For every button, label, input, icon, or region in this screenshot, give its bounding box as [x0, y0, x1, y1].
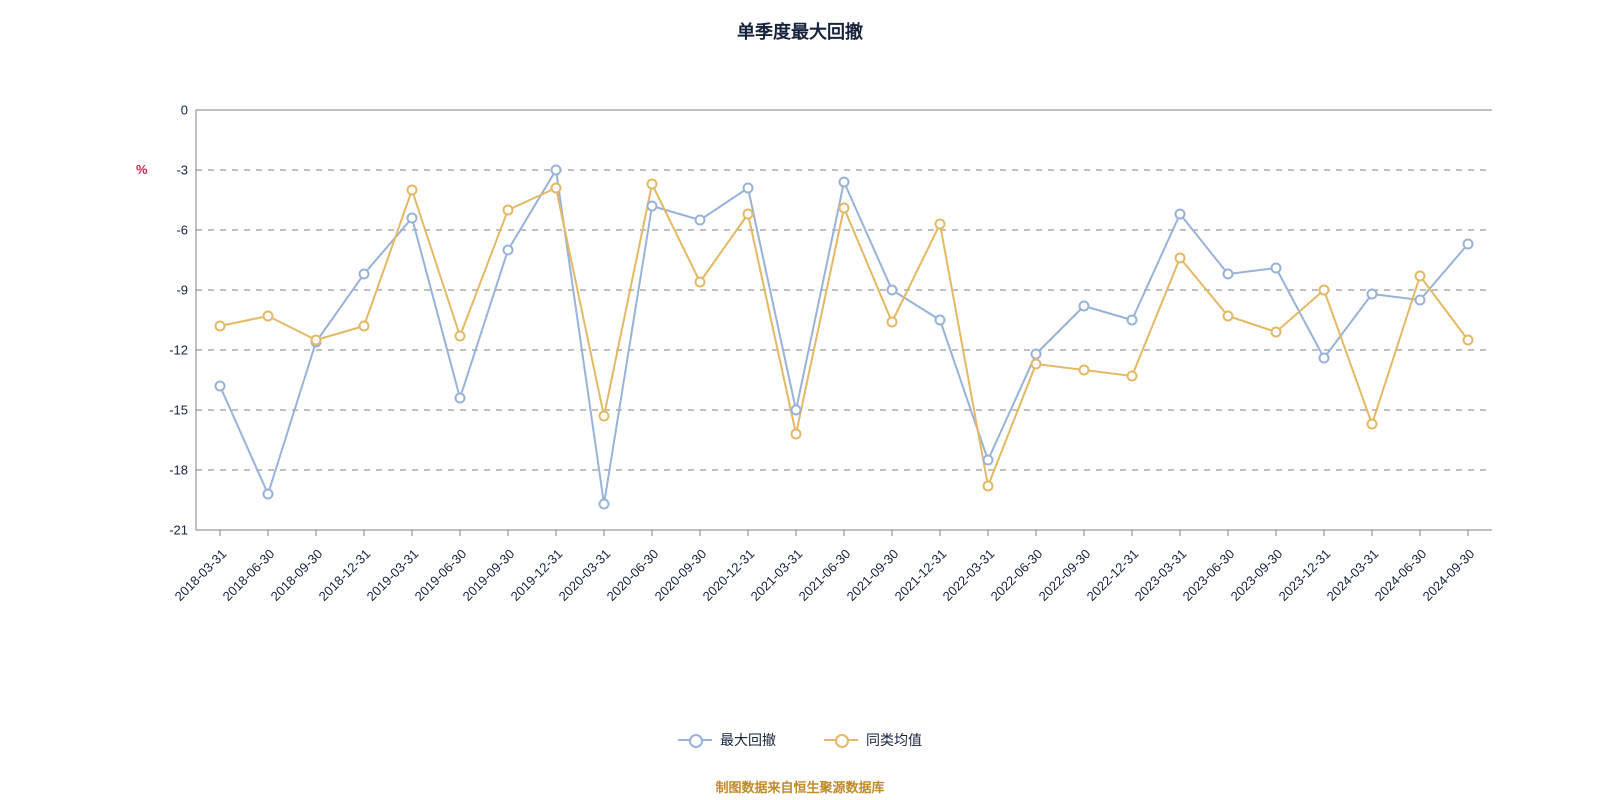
series-marker-0	[1080, 302, 1089, 311]
series-marker-0	[552, 166, 561, 175]
series-marker-1	[552, 184, 561, 193]
y-tick-label: 0	[158, 103, 188, 118]
series-marker-1	[312, 336, 321, 345]
series-marker-0	[984, 456, 993, 465]
series-marker-1	[408, 186, 417, 195]
series-marker-0	[456, 394, 465, 403]
legend-label: 同类均值	[866, 730, 922, 750]
legend-symbol	[678, 733, 712, 747]
series-marker-1	[1080, 366, 1089, 375]
series-marker-0	[648, 202, 657, 211]
series-marker-1	[1128, 372, 1137, 381]
series-marker-1	[360, 322, 369, 331]
series-marker-0	[1224, 270, 1233, 279]
series-marker-1	[888, 318, 897, 327]
series-marker-0	[408, 214, 417, 223]
series-marker-0	[504, 246, 513, 255]
series-marker-1	[984, 482, 993, 491]
series-marker-0	[1272, 264, 1281, 273]
series-marker-1	[1272, 328, 1281, 337]
chart-title: 单季度最大回撤	[0, 18, 1600, 44]
y-tick-label: -15	[158, 403, 188, 418]
y-tick-label: -9	[158, 283, 188, 298]
y-tick-label: -6	[158, 223, 188, 238]
series-marker-1	[456, 332, 465, 341]
series-marker-0	[1416, 296, 1425, 305]
plot-area	[196, 110, 1492, 530]
legend-symbol	[824, 733, 858, 747]
chart-footer-note: 制图数据来自恒生聚源数据库	[0, 777, 1600, 796]
y-tick-label: -12	[158, 343, 188, 358]
series-marker-0	[216, 382, 225, 391]
series-marker-1	[1176, 254, 1185, 263]
series-marker-1	[840, 204, 849, 213]
series-marker-0	[1464, 240, 1473, 249]
series-marker-0	[1320, 354, 1329, 363]
series-line-1	[220, 184, 1468, 486]
series-marker-0	[264, 490, 273, 499]
y-tick-label: -3	[158, 163, 188, 178]
chart-container: 单季度最大回撤 % 0-3-6-9-12-15-18-21 2018-03-31…	[0, 0, 1600, 800]
series-marker-0	[1128, 316, 1137, 325]
series-marker-0	[888, 286, 897, 295]
y-axis-unit-label: %	[136, 162, 148, 177]
legend-item-0[interactable]: 最大回撤	[678, 730, 776, 750]
series-marker-0	[840, 178, 849, 187]
y-tick-label: -18	[158, 463, 188, 478]
series-marker-1	[936, 220, 945, 229]
series-marker-0	[936, 316, 945, 325]
series-marker-0	[744, 184, 753, 193]
series-marker-0	[360, 270, 369, 279]
series-marker-1	[264, 312, 273, 321]
series-marker-1	[744, 210, 753, 219]
series-marker-1	[504, 206, 513, 215]
series-marker-1	[600, 412, 609, 421]
series-marker-0	[696, 216, 705, 225]
y-tick-label: -21	[158, 523, 188, 538]
series-marker-1	[792, 430, 801, 439]
series-marker-1	[1416, 272, 1425, 281]
series-marker-0	[1176, 210, 1185, 219]
legend-label: 最大回撤	[720, 730, 776, 750]
series-marker-1	[1032, 360, 1041, 369]
series-marker-1	[216, 322, 225, 331]
series-marker-0	[792, 406, 801, 415]
series-marker-0	[600, 500, 609, 509]
series-marker-0	[1368, 290, 1377, 299]
series-marker-1	[696, 278, 705, 287]
series-marker-1	[1368, 420, 1377, 429]
legend-item-1[interactable]: 同类均值	[824, 730, 922, 750]
chart-svg	[196, 110, 1492, 538]
series-marker-1	[1224, 312, 1233, 321]
series-marker-0	[1032, 350, 1041, 359]
series-marker-1	[1320, 286, 1329, 295]
series-marker-1	[648, 180, 657, 189]
series-marker-1	[1464, 336, 1473, 345]
legend: 最大回撤 同类均值	[0, 730, 1600, 750]
